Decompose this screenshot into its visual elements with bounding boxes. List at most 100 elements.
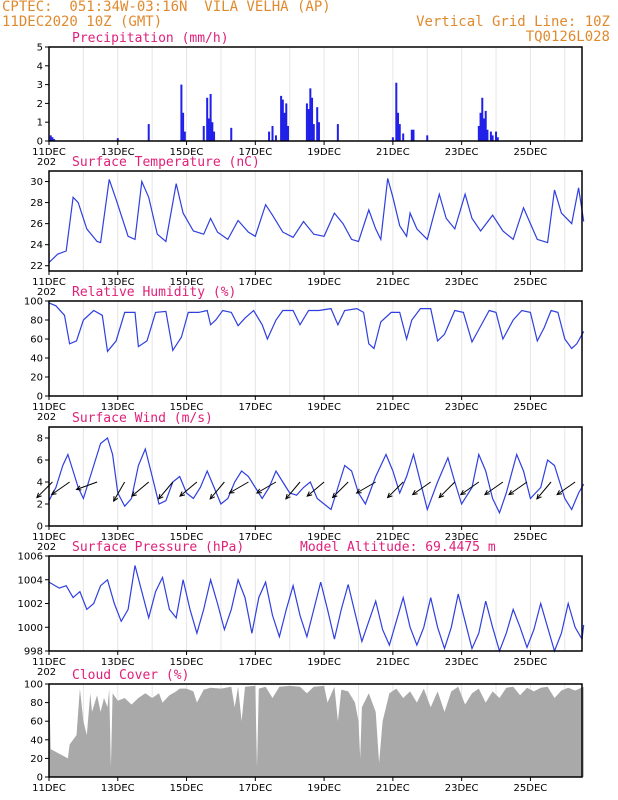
precip-bar [305,103,308,141]
rh-title: Relative Humidity (%) [72,285,236,300]
precip-bar [283,112,286,141]
wind-vector-arrowhead [483,490,490,496]
precip-bar [307,109,310,141]
precip-bar [51,137,54,141]
rh-xtick-label: 23DEC [445,402,479,413]
precip-bar [207,118,210,141]
wind-xtick-label: 13DEC [101,532,135,543]
precip-bar [316,107,319,141]
temp-xtick-label: 11DEC [32,277,66,288]
precip-xtick-label: 23DEC [445,147,479,158]
temp-ytick-label: 28 [30,198,43,209]
wind-vector-arrow [460,481,480,496]
wind-vector-arrow [285,481,301,500]
cloud-ytick-label: 100 [24,680,43,691]
wind-vector-arrow [179,481,198,497]
precip-bar [496,137,499,141]
pressure-ytick-label: 1002 [18,599,43,610]
cloud-ytick-label: 20 [30,754,43,765]
wind-xtick-label: 11DEC [32,532,66,543]
cloud-xtick-label: 19DEC [307,783,341,794]
cloud-xtick-label: 23DEC [445,783,479,794]
precip-bar [147,124,150,141]
wind-vector-arrow [51,481,70,496]
cloud-ytick-label: 80 [30,698,43,709]
precip-xtick-label: 15DEC [170,147,204,158]
wind-vector-arrowhead [75,485,82,491]
precip-bar [336,124,339,141]
wind-ytick-label: 2 [37,500,43,511]
pressure-title: Surface Pressure (hPa) [72,540,244,555]
precip-year-label: 202 [37,157,56,168]
rh-ytick-label: 0 [37,392,43,403]
wind-vector-arrowhead [228,488,235,494]
header-model-code: TQ0126L028 [525,29,610,45]
precip-bar [180,84,183,141]
precip-bar [213,131,216,141]
wind-vector-arrowhead [131,491,137,497]
precip-bar [309,88,312,141]
precip-bar [202,125,205,141]
wind-vector-arrow [387,481,404,498]
pressure-year-label: 202 [37,667,56,678]
precip-xtick-label: 19DEC [307,147,341,158]
precip-xtick-label: 21DEC [376,147,410,158]
wind-vector-arrow [536,481,552,500]
pressure-subtitle: Model Altitude: 69.4475 m [300,540,496,555]
pressure-series-line [48,565,585,653]
precip-bar [410,129,413,141]
precip-ytick-label: 5 [37,43,43,54]
pressure-ytick-label: 1006 [18,552,43,563]
precip-bar [495,131,498,141]
header-station: CPTEC: 051:34W-03:16N VILA VELHA (AP) [2,0,331,15]
temp-xtick-label: 15DEC [170,277,204,288]
precip-bar [53,139,56,141]
precip-bar [312,124,315,141]
precip-ytick-label: 3 [37,80,43,91]
rh-year-label: 202 [37,412,56,423]
precip-bar [391,137,394,141]
wind-vector-arrowhead [556,490,563,496]
precip-bar [230,127,233,141]
wind-vector-arrowhead [113,496,119,503]
wind-ytick-label: 6 [37,456,43,467]
precip-title: Precipitation (mm/h) [72,31,229,46]
precip-xtick-label: 13DEC [101,147,135,158]
rh-ytick-label: 60 [30,335,43,346]
precip-bar [486,129,489,141]
precip-bar [271,125,274,141]
cloud-title: Cloud Cover (%) [72,668,189,683]
precip-bar [491,135,494,141]
wind-vector-arrow [256,481,277,494]
cloud-ytick-label: 60 [30,717,43,728]
wind-vector-arrowhead [459,490,466,496]
wind-xtick-label: 17DEC [238,532,272,543]
precip-bar [479,112,482,141]
wind-vector-arrowhead [36,492,42,499]
wind-vector-arrow [508,481,528,496]
wind-vector-arrowhead [179,491,186,497]
pressure-xtick-label: 17DEC [238,657,272,668]
precip-ytick-label: 2 [37,99,43,110]
precip-ytick-label: 1 [37,118,43,129]
wind-vector-arrow [36,481,53,498]
wind-vector-arrowhead [508,490,514,496]
wind-vector-arrow [332,481,349,498]
cloud-ytick-label: 40 [30,735,43,746]
cloud-xtick-label: 17DEC [238,783,272,794]
precip-bar [286,125,289,141]
precip-bar [285,103,288,141]
wind-vector-arrow [209,481,225,500]
pressure-xtick-label: 19DEC [307,657,341,668]
wind-ytick-label: 4 [37,478,43,489]
wind-vector-arrow [306,481,325,497]
rh-frame [48,300,583,397]
wind-vector-arrow [158,481,174,500]
temp-xtick-label: 13DEC [101,277,135,288]
wind-vector-arrow [484,481,504,496]
wind-vector-arrowhead [50,490,57,496]
wind-year-label: 202 [37,542,56,553]
cloud-frame [48,683,583,778]
wind-ytick-label: 8 [37,434,43,445]
